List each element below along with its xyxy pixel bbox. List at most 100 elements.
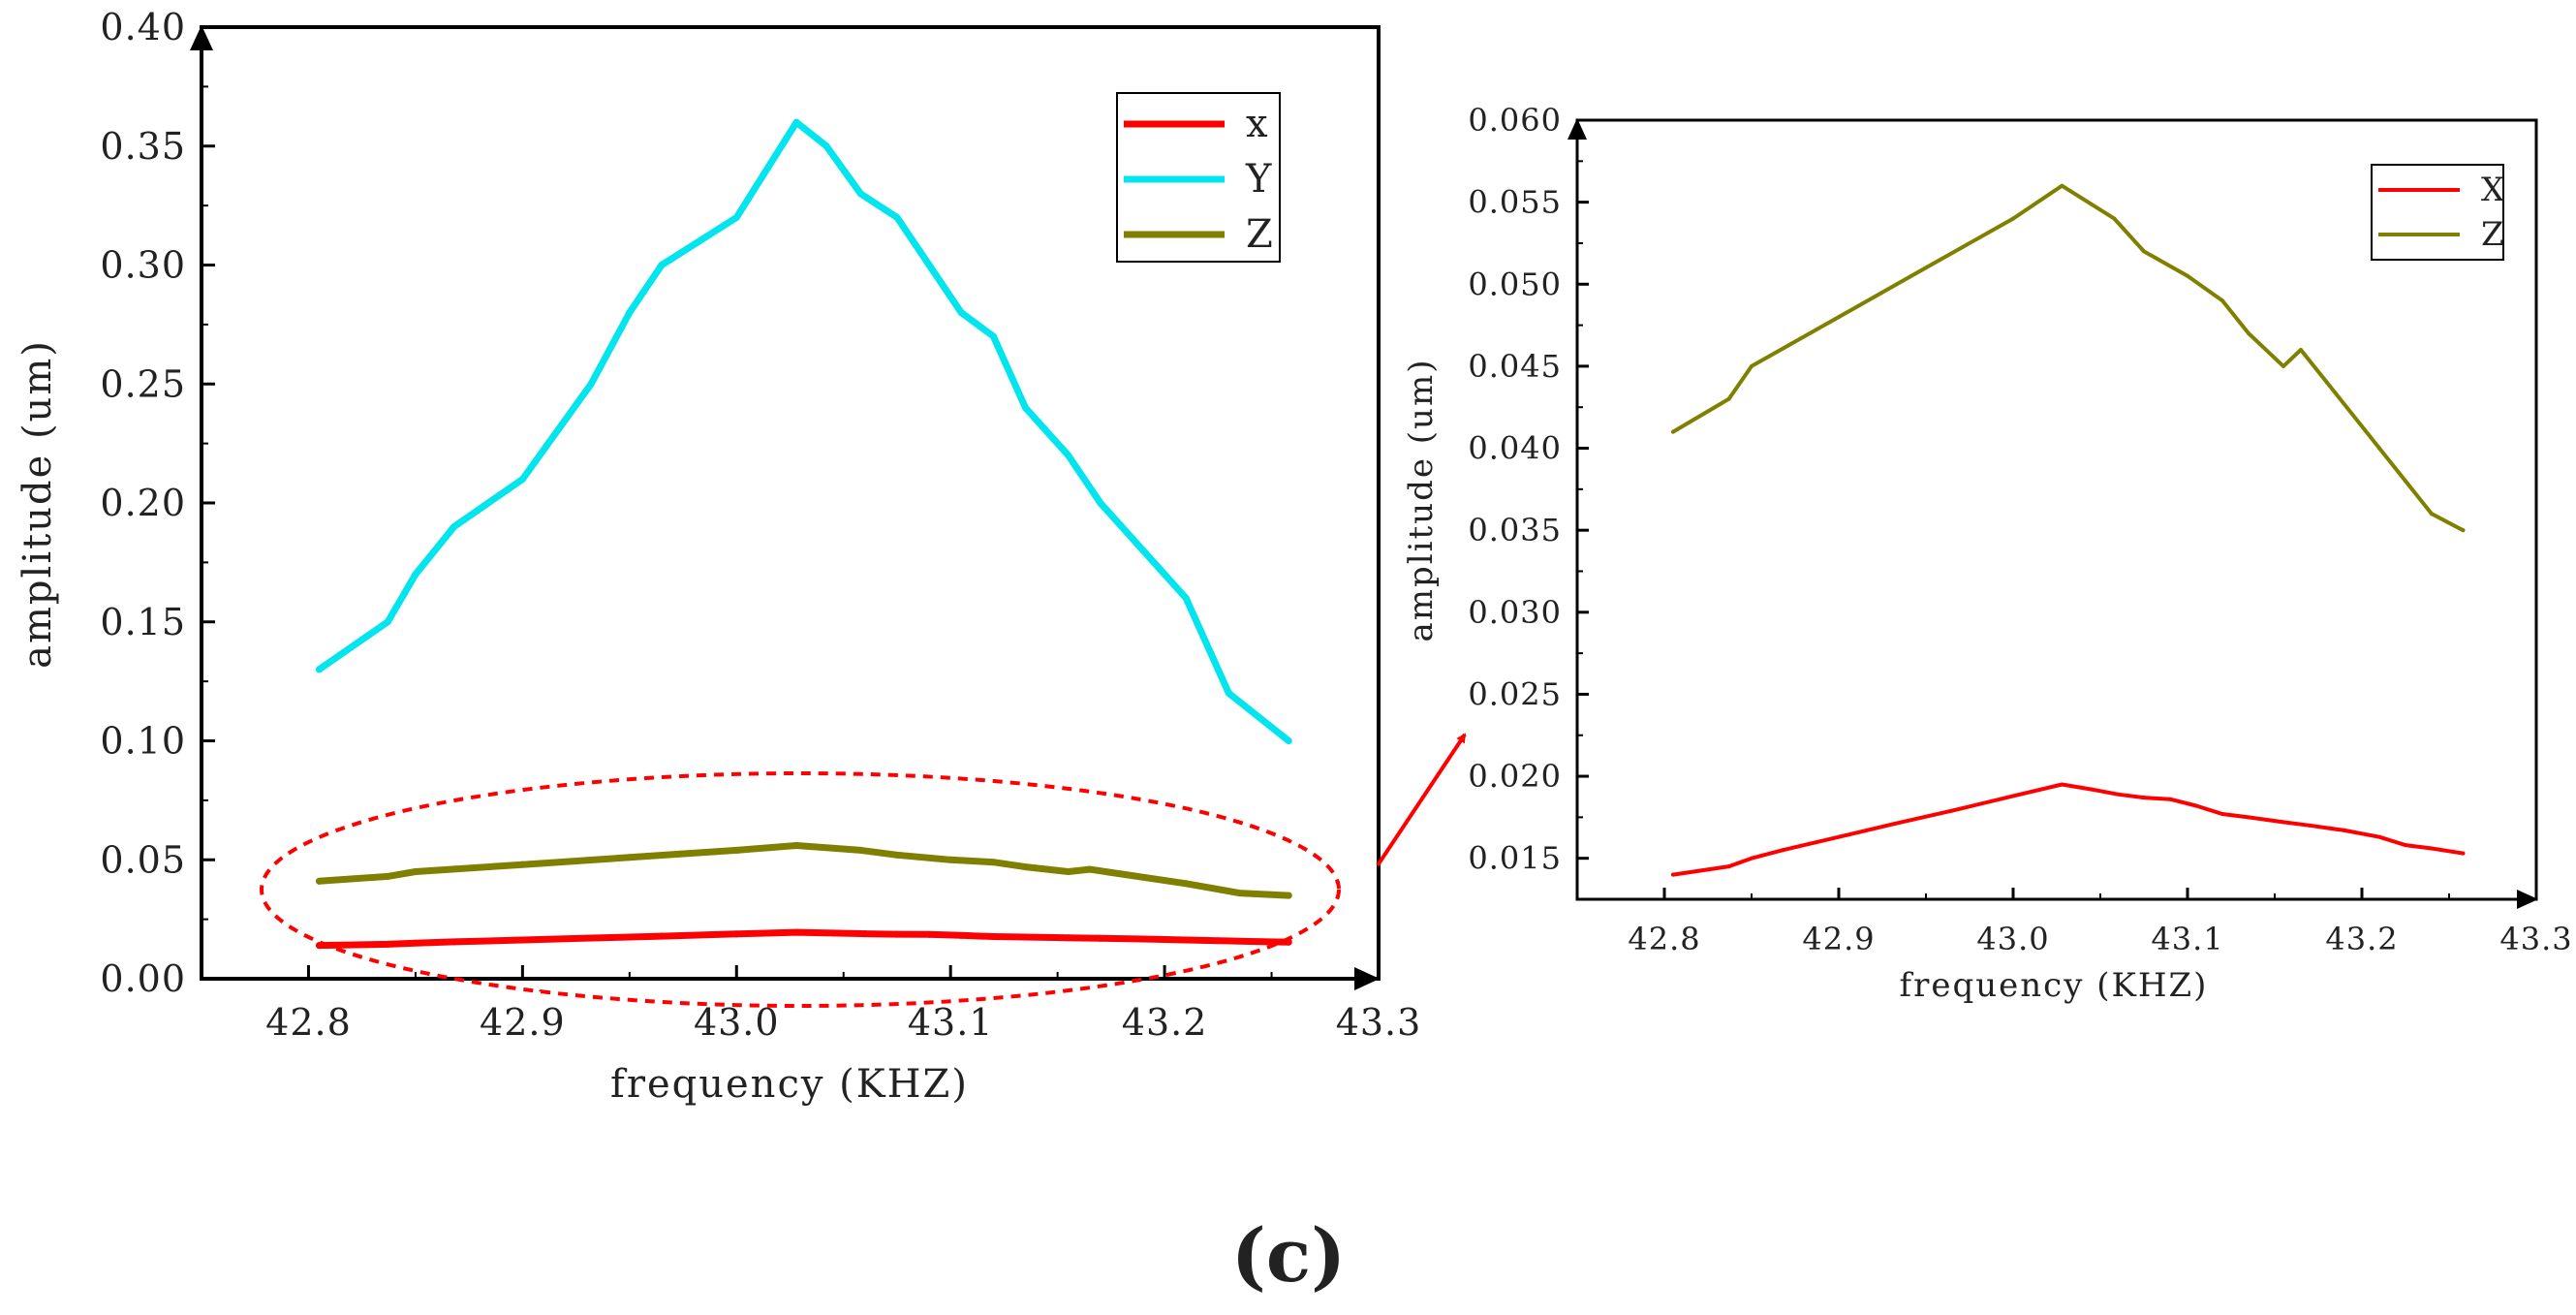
zoom-x-tick-label: 42.8: [1628, 921, 1700, 957]
main-series-x-point: [957, 931, 965, 939]
main-y-tick-label: 0.15: [100, 601, 186, 643]
main-legend-label-y: Y: [1245, 157, 1272, 202]
zoom-series-x-point: [1726, 864, 1731, 869]
main-series-z-point: [1118, 870, 1126, 878]
zoom-series-x-point: [1892, 822, 1897, 827]
zoom-series-x-point: [1671, 872, 1675, 877]
zoom-y-axis-arrow: [1567, 118, 1587, 140]
zoom-plot-frame: [1575, 118, 2538, 901]
zoom-y-tick-labels: 0.015 0.020 0.025 0.030 0.035 0.040 0.045 0.050…: [1468, 102, 1589, 877]
main-series-x-point: [861, 930, 869, 938]
zoom-series-x-point: [1950, 808, 1954, 813]
main-series-z-line: [316, 842, 1292, 899]
main-x-axis-arrow: [1354, 967, 1380, 990]
main-series-z-point: [792, 842, 800, 850]
zoom-series-x-point: [2194, 803, 2198, 808]
main-y-tick-label: 0.25: [100, 362, 186, 405]
main-series-y-point: [957, 309, 965, 317]
main-series-x-point: [989, 933, 997, 941]
main-series-x-point: [658, 932, 666, 940]
zoom-x-tick-label: 43.3: [2499, 921, 2572, 957]
main-series-z-point: [316, 877, 323, 885]
zoom-x-tick-label: 42.9: [1802, 921, 1875, 957]
main-series-y-point: [450, 523, 458, 531]
main-series-y-point: [822, 142, 830, 150]
zoom-series-x-point: [1750, 856, 1754, 861]
main-y-axis-arrow: [190, 25, 213, 50]
main-y-axis-title: amplitude (um): [16, 339, 60, 669]
zoom-series-x-point: [2168, 797, 2172, 801]
main-series-x-point: [792, 928, 800, 936]
main-x-tick-label: 43.2: [1122, 1001, 1208, 1044]
zoom-legend-label-x: X: [2481, 171, 2505, 209]
zoom-series-z-point: [1750, 363, 1754, 368]
main-series-lines: [316, 118, 1292, 950]
main-series-z-point: [856, 846, 864, 854]
main-series-z-point: [1065, 868, 1072, 876]
zoom-y-tick-label: 0.030: [1468, 594, 1562, 631]
main-series-x-point: [1214, 937, 1222, 945]
main-series-x-point: [384, 940, 391, 948]
zoom-y-tick-label: 0.040: [1468, 430, 1562, 467]
zoom-series-x-point: [2116, 792, 2120, 797]
main-x-tick-label: 42.8: [265, 1001, 352, 1044]
main-series-y-point: [1022, 404, 1029, 412]
main-series-x-point: [518, 936, 526, 944]
zoom-series-z-point: [2142, 249, 2146, 254]
main-series-x-point: [412, 939, 419, 947]
main-y-tick-label: 0.35: [100, 125, 186, 168]
zoom-series-z-point: [2325, 380, 2329, 385]
zoom-series-z-point: [2112, 216, 2117, 221]
main-series-x-point: [925, 930, 933, 938]
zoom-highlight-ellipse: [260, 771, 1341, 1008]
main-series-y-point: [518, 475, 526, 483]
zoom-series-x-point: [2308, 823, 2312, 828]
zoom-series-x-point: [2461, 851, 2466, 856]
main-series-x-point: [1097, 934, 1104, 942]
main-y-tick-labels: 0.00 0.05 0.10 0.15 0.20 0.25 0.30 0.35 0.40: [100, 6, 215, 1000]
zoom-x-tick-labels: 42.8 42.9 43.0 43.1 43.2 43.3: [1628, 888, 2572, 957]
main-y-tick-label: 0.05: [100, 838, 186, 881]
main-series-y-point: [1285, 737, 1292, 744]
zoom-series-z-point: [2060, 183, 2064, 188]
main-legend-label-x: x: [1246, 102, 1268, 146]
main-series-z-point: [893, 851, 901, 859]
zoom-series-x-point: [2220, 811, 2224, 816]
main-series-x-point: [732, 930, 740, 938]
zoom-series-z-point: [1671, 429, 1675, 434]
main-series-y-point: [1139, 547, 1147, 554]
main-series-y-point: [384, 618, 391, 626]
zoom-series-z-point: [2299, 347, 2303, 352]
main-legend: xYZ: [1116, 92, 1281, 263]
zoom-series-z-point: [2461, 528, 2466, 533]
zoom-y-tick-label: 0.050: [1468, 266, 1562, 302]
zoom-series-z-point: [1837, 315, 1841, 320]
zoom-series-z-point: [2220, 298, 2224, 303]
main-series-z-point: [1182, 880, 1190, 888]
main-series-z-point: [989, 859, 997, 866]
zoom-x-axis-title: frequency (KHZ): [1900, 966, 2209, 1005]
zoom-series-x-point: [2142, 796, 2146, 800]
main-series-y-point: [989, 332, 997, 340]
main-chart: 0.00 0.05 0.10 0.15 0.20 0.25 0.30 0.35 0.40 42.…: [16, 6, 1422, 1107]
zoom-series-z-point: [2430, 512, 2434, 517]
zoom-x-axis-arrow: [2517, 890, 2538, 909]
main-x-axis-title: frequency (KHZ): [610, 1062, 969, 1107]
zoom-series-x-point: [2011, 794, 2015, 798]
zoom-x-tick-label: 43.1: [2151, 921, 2223, 957]
main-series-x-point: [450, 938, 458, 946]
main-series-z-point: [1285, 892, 1292, 899]
zoom-x-tick-label: 43.2: [2325, 921, 2398, 957]
zoom-x-tick-label: 43.0: [1976, 921, 2049, 957]
zoom-y-tick-label: 0.045: [1468, 348, 1562, 385]
main-series-z-point: [412, 868, 419, 876]
main-series-z-point: [1022, 863, 1029, 871]
main-series-x-point: [1246, 937, 1254, 945]
main-y-tick-label: 0.00: [100, 957, 186, 1000]
main-x-tick-label: 43.3: [1336, 1001, 1422, 1044]
main-series-y-point: [626, 309, 634, 317]
zoom-series-z-point: [2247, 331, 2250, 336]
main-series-z-point: [947, 856, 954, 863]
main-plot-frame: [200, 25, 1381, 981]
zoom-series-x-point: [2060, 782, 2064, 787]
